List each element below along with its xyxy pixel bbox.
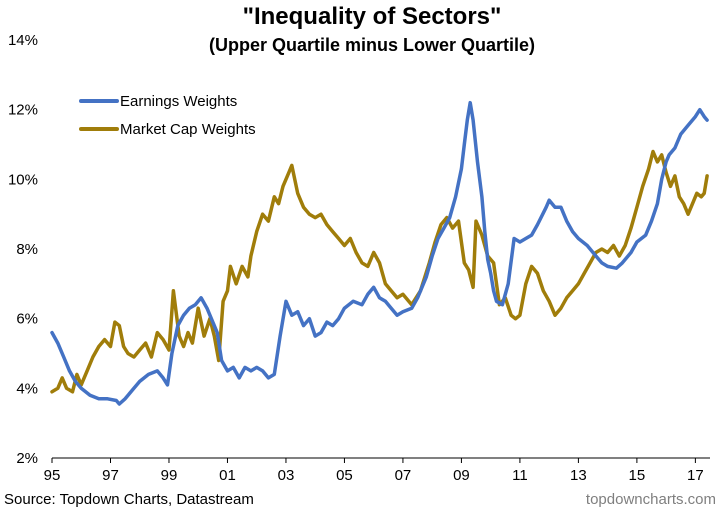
chart-title: "Inequality of Sectors" bbox=[243, 3, 502, 30]
x-axis-ticks: 95 97 99 01 03 05 07 09 11 13 15 17 bbox=[44, 458, 704, 484]
x-tick-label: 97 bbox=[102, 467, 119, 484]
y-tick-label: 12% bbox=[8, 102, 38, 119]
y-tick-label: 10% bbox=[8, 171, 38, 188]
legend-label-earnings-weights: Earnings Weights bbox=[120, 93, 237, 110]
source-note: Source: Topdown Charts, Datastream bbox=[4, 491, 254, 508]
x-tick-label: 11 bbox=[512, 467, 528, 484]
x-tick-label: 01 bbox=[219, 467, 236, 484]
x-tick-label: 05 bbox=[336, 467, 353, 484]
series-group bbox=[50, 100, 709, 406]
series-line-earnings-weights bbox=[50, 100, 709, 406]
legend: Earnings Weights Market Cap Weights bbox=[79, 93, 256, 138]
y-tick-label: 14% bbox=[8, 32, 38, 49]
y-tick-label: 6% bbox=[16, 311, 38, 328]
x-tick-label: 13 bbox=[570, 467, 587, 484]
x-tick-label: 15 bbox=[629, 467, 646, 484]
y-tick-label: 2% bbox=[16, 450, 38, 467]
watermark: topdowncharts.com bbox=[586, 491, 716, 508]
legend-label-market-cap-weights: Market Cap Weights bbox=[120, 121, 256, 138]
x-tick-label: 95 bbox=[44, 467, 61, 484]
x-tick-label: 07 bbox=[395, 467, 412, 484]
x-tick-label: 17 bbox=[687, 467, 704, 484]
chart-subtitle: (Upper Quartile minus Lower Quartile) bbox=[209, 35, 535, 55]
x-tick-label: 99 bbox=[161, 467, 178, 484]
x-tick-label: 03 bbox=[278, 467, 295, 484]
y-tick-label: 4% bbox=[16, 380, 38, 397]
y-tick-label: 8% bbox=[16, 241, 38, 258]
y-axis-ticks: 2% 4% 6% 8% 10% 12% 14% bbox=[8, 32, 38, 467]
series-line-market-cap-weights bbox=[50, 149, 709, 394]
x-tick-label: 09 bbox=[453, 467, 470, 484]
